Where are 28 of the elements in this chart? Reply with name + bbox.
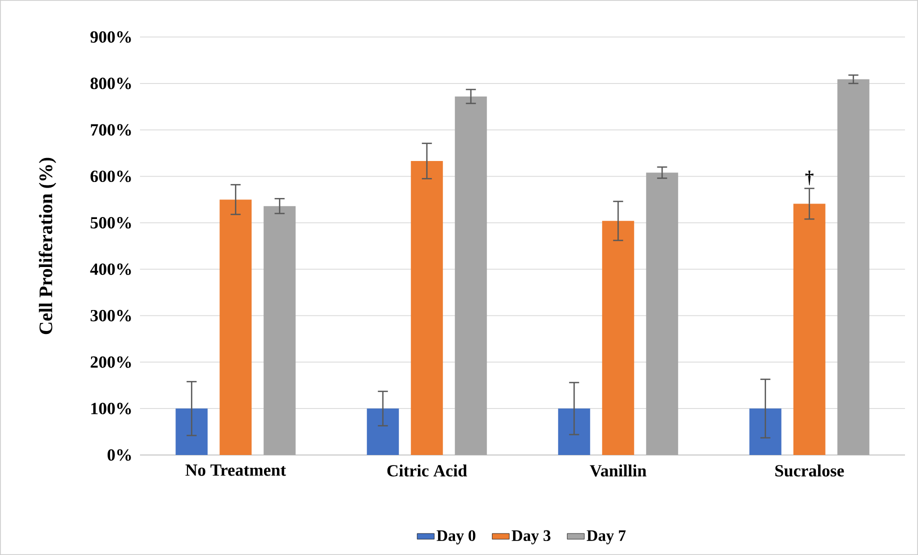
x-tick-label: No Treatment [186, 464, 286, 476]
x-tick-label: Citric Acid [387, 464, 468, 477]
y-tick-label: 600% [90, 170, 131, 182]
y-tick-label: 800% [90, 78, 131, 90]
annotation: † [805, 170, 814, 186]
bar [410, 161, 443, 455]
y-tick-label: 900% [90, 31, 131, 43]
legend-label: Day 3 [512, 530, 550, 544]
bar [366, 408, 399, 455]
bar [264, 206, 296, 455]
bar [646, 172, 678, 455]
y-tick-label: 100% [91, 402, 131, 414]
y-tick-label: 200% [90, 356, 131, 368]
bar [220, 200, 252, 455]
bar [454, 96, 487, 455]
x-tick-label: Sucralose [775, 464, 844, 477]
bar [793, 204, 826, 455]
y-tick-label: 400% [90, 263, 131, 275]
y-tick-label: 500% [90, 217, 131, 229]
bar [837, 79, 870, 455]
y-axis-title: Cell Proliferation (%) [38, 158, 56, 334]
y-tick-label: 0% [108, 449, 131, 461]
y-tick-label: 300% [90, 310, 131, 322]
bar [602, 220, 634, 455]
y-tick-label: 700% [90, 124, 131, 136]
legend-label: Day 0 [436, 530, 476, 544]
legend-label: Day 7 [586, 530, 626, 544]
x-tick-label: Vanillin [590, 464, 646, 477]
